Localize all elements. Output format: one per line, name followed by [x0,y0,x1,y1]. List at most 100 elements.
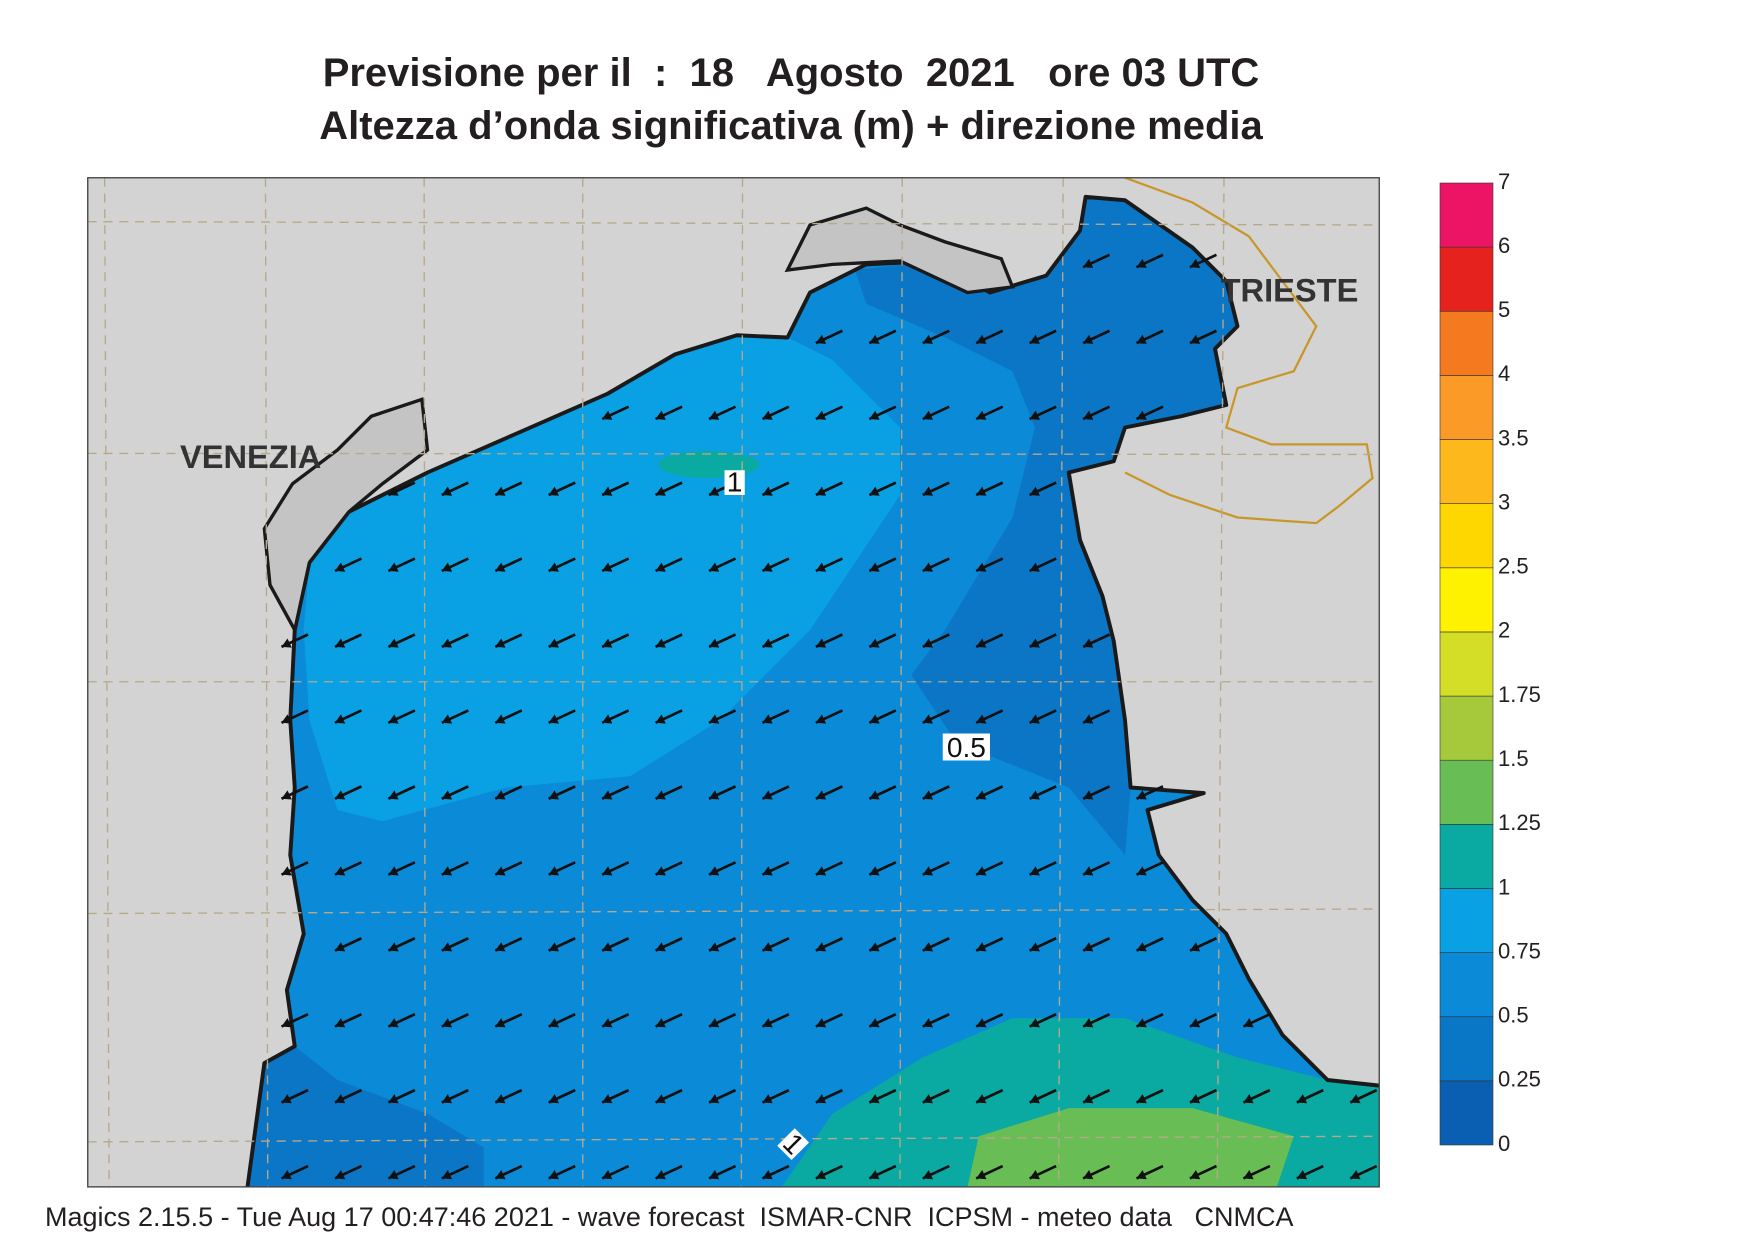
arrow-head [1136,942,1147,952]
arrow [922,1164,950,1180]
arrow-head [281,638,292,648]
graticule [87,177,1380,1187]
arrow [761,1088,790,1104]
arrow [708,633,737,649]
arrow [494,1088,523,1104]
arrow-head [815,486,827,496]
arrow [1189,1012,1218,1028]
arrow-head [441,942,453,952]
arrow [868,937,897,952]
arrow [975,1164,1004,1180]
arrow [654,709,683,725]
arrow [975,1088,1004,1104]
contour-label: 1 [727,467,743,498]
arrow [1135,785,1164,800]
colorbar-band [1439,759,1494,825]
arrow [1082,861,1111,876]
arrow [1135,253,1164,269]
arrow-head [441,486,453,496]
arrows [280,253,1378,1180]
arrow-head [495,790,506,800]
arrow-head [602,562,613,572]
arrow-head [1083,1170,1094,1180]
arrow-head [815,562,827,572]
arrow-head [1083,638,1094,648]
colorbar-label: 2.5 [1498,554,1529,579]
arrow-head [1083,790,1094,800]
arrow-head [548,1018,559,1028]
arrow-head [655,638,666,648]
arrow [922,709,950,725]
arrow [654,633,683,649]
arrow [1349,1164,1378,1180]
colorbar-label: 3.5 [1498,425,1529,450]
arrow [868,557,897,573]
city-label: TRIESTE [1221,272,1359,309]
lagoon [262,397,430,635]
arrow [1349,1088,1378,1104]
arrow [280,861,309,876]
arrow-head [762,714,773,724]
colorbar-label: 2 [1498,618,1510,643]
arrow-head [441,638,453,648]
arrow [868,329,897,345]
arrow [334,1012,363,1028]
arrow [868,785,897,800]
arrow-head [655,410,666,420]
arrow-head [1029,942,1040,952]
arrow [868,633,897,649]
colorbar-band [1439,952,1494,1018]
map: VENEZIA TRIESTE 1 0.5 1 [87,177,1380,1188]
arrow [654,1164,683,1180]
arrow-head [976,942,987,952]
arrow [494,709,523,725]
arrow [1189,937,1218,952]
colorbar-label: 3 [1498,489,1510,514]
arrow-head [1083,334,1094,344]
arrow-head [762,790,773,800]
arrow-head [281,866,292,876]
arrow-head [388,942,399,952]
arrow [922,1088,950,1104]
arrow-head [922,1170,934,1180]
arrow [334,709,363,725]
arrow-head [548,942,559,952]
arrow [922,557,950,573]
arrow-head [922,866,934,876]
arrow [441,785,469,800]
arrow [975,329,1004,345]
colorbar-label: 4 [1498,361,1510,386]
arrow [708,1088,737,1104]
arrow [815,1012,843,1028]
arrow-head [548,638,559,648]
arrow [1029,1088,1057,1104]
arrow [387,1012,416,1028]
arrow-head [495,1018,506,1028]
arrow [1082,1088,1111,1104]
arrow [548,1012,576,1028]
arrow-head [762,1094,773,1104]
arrow-head [922,486,934,496]
arrow-head [602,1094,613,1104]
arrow [441,937,469,952]
arrow [654,481,683,497]
arrow-head [281,1018,292,1028]
arrow [494,481,523,497]
arrow [1135,861,1164,876]
arrow-head [708,410,720,420]
arrow [975,557,1004,573]
arrow-head [655,714,666,724]
arrow [868,1088,897,1104]
arrow-head [1029,562,1040,572]
colorbar-band [1439,824,1494,889]
arrow-head [602,790,613,800]
arrow-head [602,410,613,420]
colorbar-band [1439,1016,1494,1082]
arrow [334,1088,363,1104]
arrow [1082,329,1111,345]
arrow [868,1164,897,1180]
arrow [1135,1088,1164,1104]
arrow-head [922,714,934,724]
footer: Magics 2.15.5 - Tue Aug 17 00:47:46 2021… [45,1202,1294,1232]
arrow [975,785,1004,800]
